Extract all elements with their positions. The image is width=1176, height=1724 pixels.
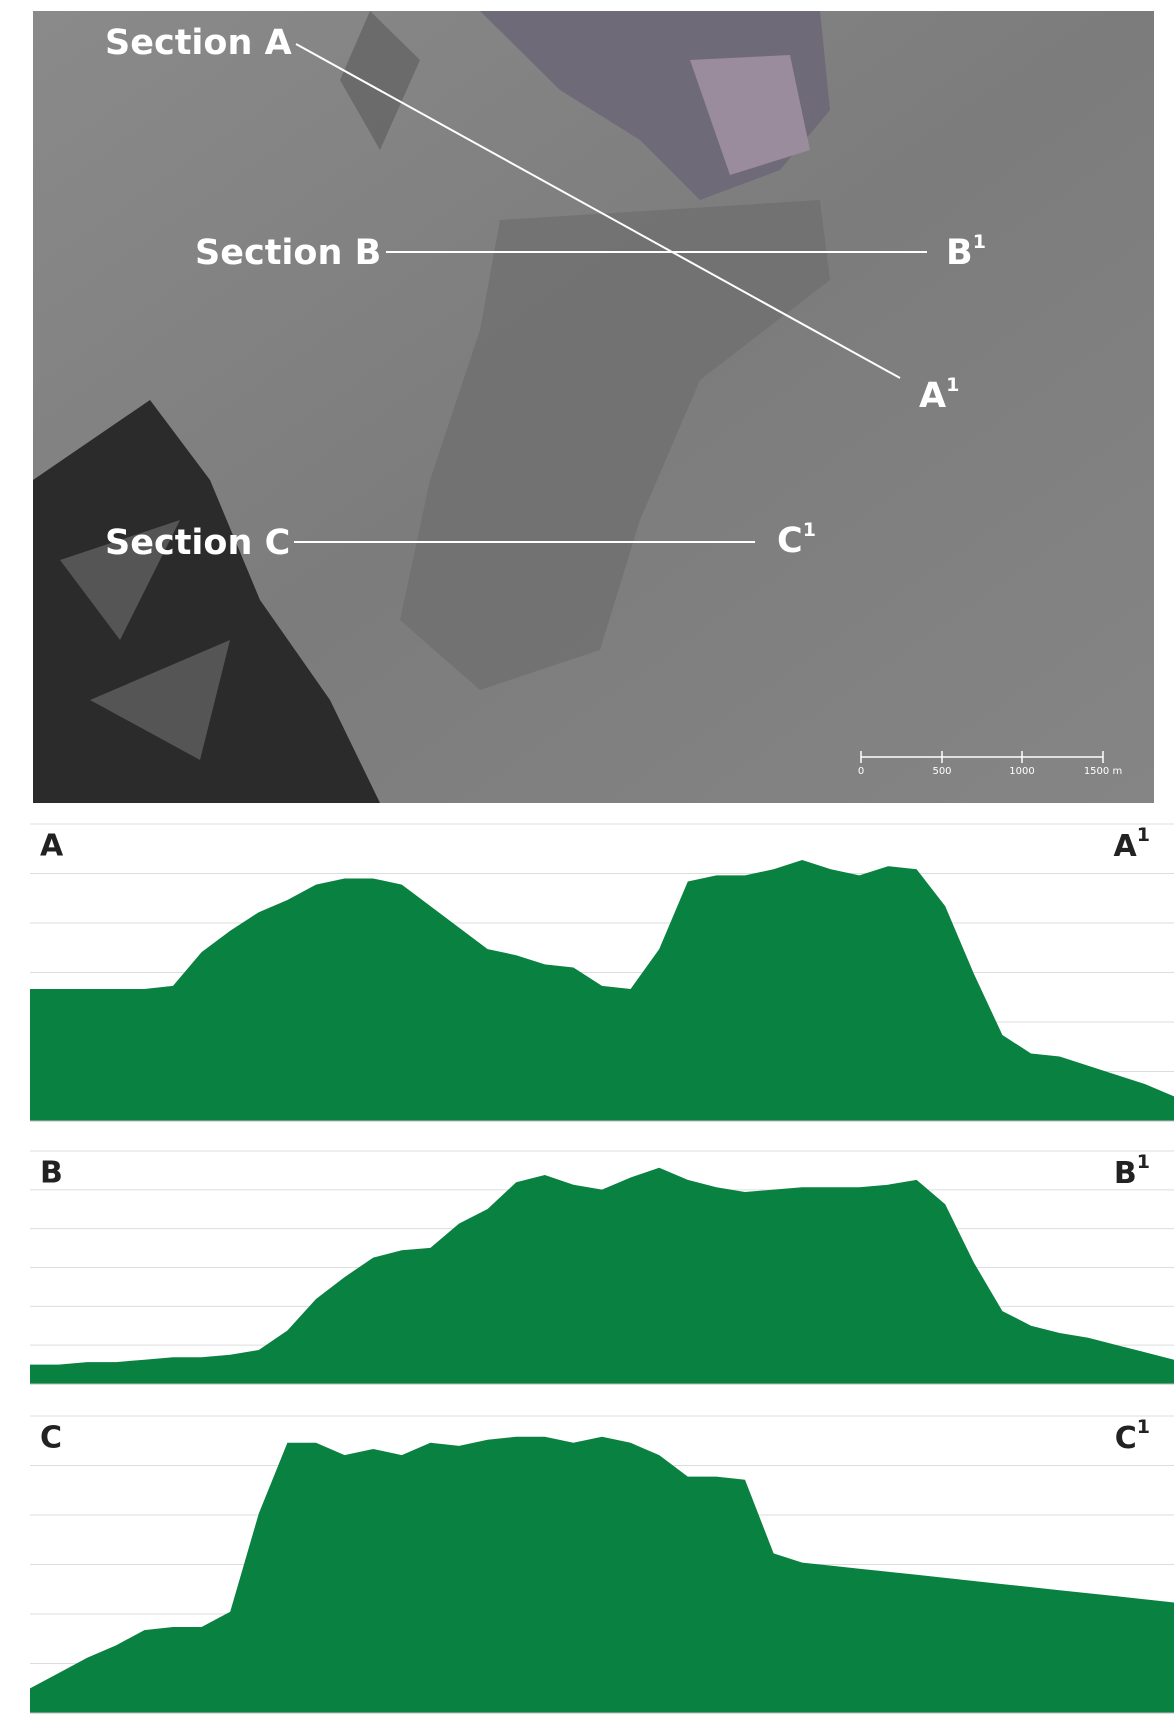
section-label: Section C bbox=[105, 523, 290, 563]
label-sup: 1 bbox=[973, 231, 986, 253]
figure: Section AA1Section BB1Section CC10500100… bbox=[0, 0, 1176, 1720]
label-sup: 1 bbox=[1137, 1151, 1150, 1173]
label-sup: 1 bbox=[803, 519, 816, 541]
label-letter: C bbox=[1115, 1421, 1137, 1456]
label-sup: 1 bbox=[1137, 1416, 1150, 1438]
section-label: Section B bbox=[195, 233, 381, 273]
scale-label: 1500 m bbox=[1084, 766, 1122, 777]
profile-end-label: C1 bbox=[1115, 1416, 1150, 1456]
label-letter: B bbox=[1114, 1156, 1137, 1191]
profile-start-label: A bbox=[40, 829, 64, 864]
label-letter: C bbox=[777, 521, 803, 561]
profile-end-label: B1 bbox=[1114, 1151, 1150, 1191]
elevation-area bbox=[30, 860, 1174, 1121]
map bbox=[33, 11, 1154, 803]
scale-label: 0 bbox=[858, 766, 864, 777]
label-letter: B bbox=[946, 233, 973, 273]
label-sup: 1 bbox=[1137, 824, 1150, 846]
label-letter: A bbox=[919, 376, 946, 416]
profile-end-label: A1 bbox=[1114, 824, 1150, 864]
label-sup: 1 bbox=[946, 374, 959, 396]
profile-start-label: C bbox=[40, 1421, 62, 1456]
scale-label: 500 bbox=[932, 766, 951, 777]
elevation-area bbox=[30, 1168, 1174, 1384]
section-label: Section A bbox=[105, 23, 292, 63]
label-letter: A bbox=[1114, 829, 1138, 864]
elevation-area bbox=[30, 1437, 1174, 1713]
profile-start-label: B bbox=[40, 1156, 63, 1191]
scale-label: 1000 bbox=[1009, 766, 1034, 777]
